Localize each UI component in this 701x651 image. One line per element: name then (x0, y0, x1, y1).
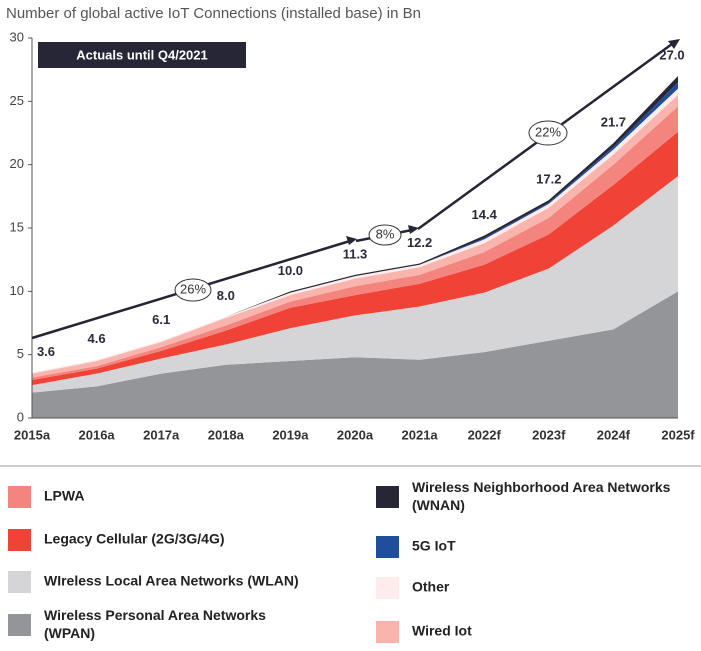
x-tick-label: 2017a (143, 427, 180, 442)
y-tick-label: 20 (10, 156, 24, 171)
legend-label: LPWA (44, 488, 84, 504)
total-label: 21.7 (601, 115, 626, 130)
total-label: 4.6 (88, 331, 106, 346)
annotation-bubble (368, 224, 402, 246)
legend-swatch (376, 577, 399, 599)
legend-label: Legacy Cellular (2G/3G/4G) (44, 531, 225, 547)
banner-box (38, 42, 246, 68)
legend-swatch (376, 621, 399, 643)
legend-swatch (8, 529, 31, 551)
arrow-head (408, 225, 419, 234)
y-tick-label: 25 (10, 93, 24, 108)
total-label: 8.0 (217, 288, 235, 303)
total-label: 3.6 (37, 344, 55, 359)
legend-label: Wireless Neighborhood Area Networks (WNAN… (412, 479, 671, 513)
x-tick-label: 2024f (597, 427, 631, 442)
total-label: 6.1 (152, 312, 170, 327)
total-label: 10.0 (278, 263, 303, 278)
x-tick-label: 2018a (208, 427, 245, 442)
legend-label: WIreless Local Area Networks (WLAN) (44, 573, 299, 589)
legend-label: Wired Iot (412, 623, 472, 639)
y-tick-label: 5 (17, 346, 24, 361)
total-label: 12.2 (407, 235, 432, 250)
y-tick-label: 30 (10, 29, 24, 44)
x-tick-label: 2025f (661, 427, 695, 442)
arrow-head (668, 39, 680, 49)
total-label: 27.0 (659, 47, 684, 62)
banner: Actuals until Q4/2021 (76, 47, 208, 62)
annotation: 26% (180, 281, 206, 296)
legend-label: 5G IoT (412, 538, 456, 554)
legend-label: Other (412, 579, 450, 595)
total-label: 14.4 (472, 207, 498, 222)
annotation-bubble (528, 120, 568, 146)
x-tick-label: 2020a (337, 427, 374, 442)
legend-label: Wireless Personal Area Networks (WPAN) (44, 607, 266, 641)
legend-swatch (8, 571, 31, 593)
x-tick-label: 2015a (14, 427, 51, 442)
area (32, 291, 678, 418)
arrow-head (346, 236, 357, 245)
x-tick-label: 2019a (272, 427, 309, 442)
annotation: 22% (535, 124, 561, 139)
legend-swatch (376, 486, 399, 508)
x-tick-label: 2023f (532, 427, 566, 442)
annotation-bubble (174, 278, 212, 302)
x-tick-label: 2021a (402, 427, 439, 442)
y-tick-label: 0 (17, 409, 24, 424)
y-tick-label: 10 (10, 283, 24, 298)
legend-swatch (376, 536, 399, 558)
legend-swatch (8, 614, 31, 636)
x-tick-label: 2016a (79, 427, 116, 442)
legend-swatch (8, 486, 31, 508)
annotation: 8% (376, 226, 395, 241)
area (32, 176, 678, 393)
chart-title: Number of global active IoT Connections … (6, 5, 421, 22)
areas (28, 37, 678, 419)
y-tick-label: 15 (10, 219, 24, 234)
total-label: 11.3 (343, 246, 368, 261)
total-label: 17.2 (536, 172, 561, 187)
x-tick-label: 2022f (468, 427, 502, 442)
overlay: 26% 8% 22% 3.6 4.6 6.1 8.0 10.0 11.3 12.2 14.4 1… (31, 39, 685, 359)
area (32, 131, 678, 386)
